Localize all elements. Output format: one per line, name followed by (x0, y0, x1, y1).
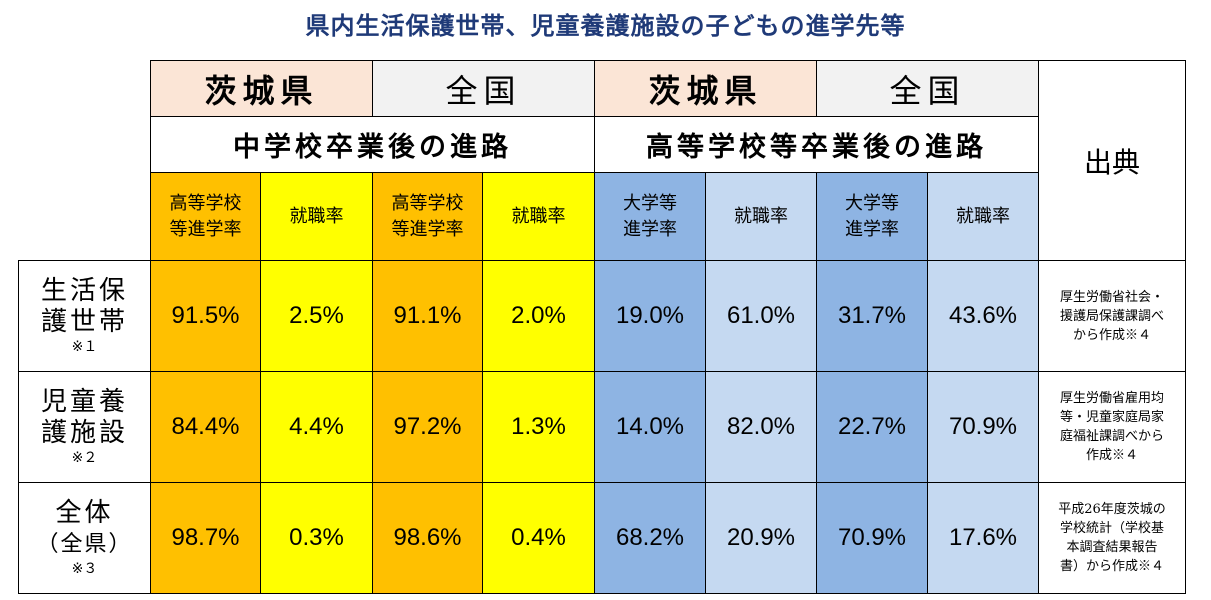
value-cell: 98.6% (372, 482, 483, 594)
subheader-line: 進学率 (623, 218, 677, 240)
value-cell: 31.7% (816, 260, 928, 372)
value-cell: 43.6% (927, 260, 1039, 372)
region-national-high-school: 全国 (816, 60, 1039, 117)
citation-line: 平成26年度茨城の (1058, 502, 1166, 517)
section-high-school: 高等学校等卒業後の進路 (594, 116, 1039, 173)
value-cell: 2.5% (260, 260, 373, 372)
row-label-line: 生活保 (40, 276, 128, 306)
region-ibaraki-high-school: 茨城県 (594, 60, 817, 117)
citation-line: 庭福祉課調べから (1059, 429, 1164, 444)
value-cell: 20.9% (705, 482, 817, 594)
table-row: 全体 （全県） ※３ 98.7% 0.3% 98.6% 0.4% 68.2% 2… (18, 482, 1186, 594)
citation-line: 厚生労働省雇用均 (1059, 391, 1164, 406)
row-label-line: （全県） (36, 532, 133, 557)
value-cell: 70.9% (816, 482, 928, 594)
corner-cell (18, 60, 151, 261)
subheader-line: 高等学校 (169, 192, 242, 214)
citation-line: 学校統計（学校基 (1059, 521, 1164, 536)
value-cell: 2.0% (482, 260, 595, 372)
row-header-all-prefecture: 全体 （全県） ※３ (18, 482, 151, 594)
region-ibaraki-junior-high: 茨城県 (150, 60, 373, 117)
value-cell: 61.0% (705, 260, 817, 372)
row-label-line: 護世帯 (40, 307, 128, 337)
section-junior-high: 中学校卒業後の進路 (150, 116, 595, 173)
subheader-line: 高等学校 (391, 192, 464, 214)
subheader-line: 等進学率 (169, 218, 242, 240)
subheader-jhs-ibaraki-advance: 高等学校 等進学率 (150, 172, 261, 261)
subheader-jhs-ibaraki-employment: 就職率 (260, 172, 373, 261)
citation-cell: 平成26年度茨城の 学校統計（学校基 本調査結果報告 書）から作成※４ (1038, 482, 1186, 594)
region-national-junior-high: 全国 (372, 60, 595, 117)
citation-line: 援護局保護課調べ (1059, 308, 1164, 324)
row-header-childcare-facilities: 児童養 護施設 ※２ (18, 371, 151, 483)
page-title: 県内生活保護世帯、児童養護施設の子どもの進学先等 (305, 12, 906, 40)
advancement-table: 茨城県 全国 茨城県 全国 出典 中学校卒業後の進路 高等学校等卒業後の進路 高… (18, 60, 1186, 594)
citation-line: 作成※４ (1085, 448, 1138, 463)
row-note: ※２ (71, 450, 98, 466)
citation-cell: 厚生労働省雇用均 等・児童家庭局家 庭福祉課調べから 作成※４ (1038, 371, 1186, 483)
region-header-row: 茨城県 全国 茨城県 全国 出典 (18, 60, 1186, 261)
value-cell: 1.3% (482, 371, 595, 483)
citation-line: 厚生労働省社会・ (1059, 289, 1164, 305)
table-row: 児童養 護施設 ※２ 84.4% 4.4% 97.2% 1.3% 14.0% 8… (18, 371, 1186, 483)
value-cell: 17.6% (927, 482, 1039, 594)
subheader-line: 大学等 (845, 192, 899, 214)
source-header: 出典 (1038, 60, 1186, 261)
value-cell: 91.5% (150, 260, 261, 372)
subheader-row: 高等学校 等進学率 就職率 高等学校 等進学率 就職率 大学等 進学率 就職率 … (19, 172, 1186, 261)
value-cell: 19.0% (594, 260, 706, 372)
table-row: 生活保 護世帯 ※１ 91.5% 2.5% 91.1% 2.0% 19.0% 6… (18, 260, 1186, 372)
row-label-line: 護施設 (40, 418, 128, 448)
value-cell: 68.2% (594, 482, 706, 594)
subheader-line: 進学率 (845, 218, 899, 240)
value-cell: 98.7% (150, 482, 261, 594)
citation-line: から作成※４ (1072, 327, 1151, 343)
row-label-line: 児童養 (40, 387, 128, 417)
value-cell: 70.9% (927, 371, 1039, 483)
citation-line: 書）から作成※４ (1059, 559, 1164, 574)
value-cell: 14.0% (594, 371, 706, 483)
subheader-line: 等進学率 (391, 218, 464, 240)
row-header-welfare-households: 生活保 護世帯 ※１ (18, 260, 151, 372)
subheader-line: 大学等 (623, 192, 677, 214)
subheader-hs-national-employment: 就職率 (927, 172, 1039, 261)
subheader-jhs-national-advance: 高等学校 等進学率 (372, 172, 483, 261)
section-header-row: 中学校卒業後の進路 高等学校等卒業後の進路 (19, 116, 1186, 173)
value-cell: 22.7% (816, 371, 928, 483)
value-cell: 82.0% (705, 371, 817, 483)
subheader-hs-national-advance: 大学等 進学率 (816, 172, 928, 261)
citation-line: 本調査結果報告 (1066, 540, 1158, 555)
value-cell: 0.4% (482, 482, 595, 594)
row-note: ※１ (71, 339, 98, 355)
subheader-hs-ibaraki-advance: 大学等 進学率 (594, 172, 706, 261)
value-cell: 0.3% (260, 482, 373, 594)
row-label-line: 全体 (55, 498, 114, 528)
value-cell: 91.1% (372, 260, 483, 372)
citation-line: 等・児童家庭局家 (1059, 410, 1164, 425)
row-note: ※３ (71, 561, 98, 577)
subheader-jhs-national-employment: 就職率 (482, 172, 595, 261)
citation-cell: 厚生労働省社会・ 援護局保護課調べ から作成※４ (1038, 260, 1186, 372)
value-cell: 4.4% (260, 371, 373, 483)
value-cell: 84.4% (150, 371, 261, 483)
subheader-hs-ibaraki-employment: 就職率 (705, 172, 817, 261)
value-cell: 97.2% (372, 371, 483, 483)
